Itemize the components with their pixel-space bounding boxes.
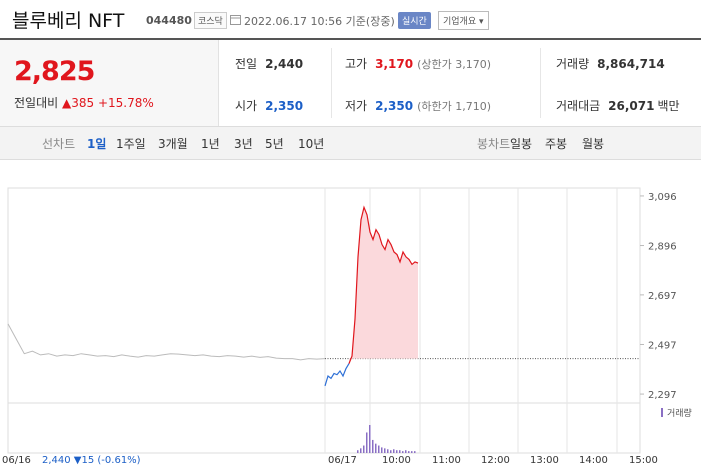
x-tick-label: 06/16 <box>2 455 31 466</box>
stat-note: (하한가 1,710) <box>417 100 491 113</box>
candle-button[interactable]: 월봉 <box>582 137 605 151</box>
change-label: 전일대비 <box>14 96 59 110</box>
volume-bar <box>366 432 368 453</box>
stat: 고가 3,170 (상한가 3,170) <box>345 55 491 72</box>
volume-bar <box>411 451 413 453</box>
volume-bar <box>393 449 395 453</box>
volume-bar <box>378 445 380 453</box>
stat-value: 26,071 <box>608 99 655 113</box>
change-amount: ▲385 <box>62 96 95 110</box>
x-tick-label: 14:00 <box>579 455 608 466</box>
gain-area <box>349 207 418 364</box>
change: 전일대비 ▲385 +15.78% <box>14 94 154 111</box>
volume-bar <box>405 450 407 453</box>
y-tick-label: 2,497 <box>648 340 677 351</box>
stock-code: 044480 <box>146 14 192 27</box>
price-panel: 2,825 전일대비 ▲385 +15.78% <box>0 40 219 126</box>
volume-bar <box>390 450 392 453</box>
y-tick-label: 2,297 <box>648 390 677 401</box>
x-tick-label: 11:00 <box>432 455 461 466</box>
volume-bar <box>387 449 389 453</box>
x-tick-label: 15:00 <box>629 455 658 466</box>
x-tick-label: 06/17 <box>328 455 357 466</box>
y-tick-label: 2,896 <box>648 242 677 253</box>
today-line-up <box>348 205 419 364</box>
stat: 거래량 8,864,714 <box>556 55 665 72</box>
volume-bar <box>402 451 404 453</box>
plot-frame <box>7 187 641 404</box>
period-button[interactable]: 5년 <box>265 137 284 151</box>
stat-value: 2,350 <box>375 99 414 113</box>
stat-label: 고가 <box>345 57 368 71</box>
stat-label: 거래대금 <box>556 99 601 113</box>
stat: 저가 2,350 (하한가 1,710) <box>345 97 491 114</box>
calendar-icon <box>230 15 241 25</box>
stat: 전일 2,440 <box>235 55 303 72</box>
current-price: 2,825 <box>14 56 95 87</box>
x-tick-label: 12:00 <box>481 455 510 466</box>
stat-label: 시가 <box>235 99 258 113</box>
volume-bar <box>360 448 362 453</box>
volume-bar <box>372 439 374 453</box>
volume-bar <box>384 448 386 453</box>
volume-bar <box>381 447 383 453</box>
stat-value: 3,170 <box>375 57 414 71</box>
header: 블루베리 NFT 044480 코스닥 2022.06.17 10:56 기준(… <box>0 0 701 40</box>
volume-legend-swatch <box>661 408 663 417</box>
volume-bar <box>363 445 365 453</box>
stat: 거래대금 26,071 백만 <box>556 97 680 114</box>
period-button[interactable]: 1일 <box>87 137 107 151</box>
volume-frame <box>7 402 641 454</box>
stat-label: 거래량 <box>556 57 590 71</box>
stat: 시가 2,350 <box>235 97 303 114</box>
volume-bar <box>357 450 359 453</box>
today-line-down <box>324 363 350 387</box>
chart: 3,096 2,896 2,697 2,497 2,297 06/16 06/17 10:00… <box>2 187 692 466</box>
period-button[interactable]: 1주일 <box>116 137 146 151</box>
candle-button[interactable]: 일봉 <box>510 137 533 151</box>
y-tick-label: 3,096 <box>648 192 677 203</box>
change-rate: +15.78% <box>97 96 154 110</box>
stat-note: (상한가 3,170) <box>417 58 491 71</box>
stat-value: 2,440 <box>265 57 304 71</box>
candle-chart-label: 봉차트 <box>477 137 511 151</box>
stat-value: 8,864,714 <box>597 57 665 71</box>
y-tick-label: 2,697 <box>648 291 677 302</box>
stock-name: 블루베리 NFT <box>12 10 125 32</box>
prev-summary: 2,440 ▼15 (-0.61%) <box>42 455 141 466</box>
stat-value: 2,350 <box>265 99 304 113</box>
period-button[interactable]: 1년 <box>201 137 220 151</box>
volume-legend: 거래량 <box>667 407 692 419</box>
prev-day-line <box>7 323 326 361</box>
x-tick-label: 13:00 <box>530 455 559 466</box>
realtime-badge[interactable]: 실시간 <box>398 12 431 29</box>
stat-label: 전일 <box>235 57 258 71</box>
candle-button[interactable]: 주봉 <box>545 137 568 151</box>
market-badge: 코스닥 <box>194 12 227 29</box>
volume-bar <box>414 451 416 453</box>
volume-bar <box>408 451 410 453</box>
line-chart-label: 선차트 <box>42 137 76 151</box>
period-button[interactable]: 10년 <box>298 137 325 151</box>
datetime: 2022.06.17 10:56 기준(장중) <box>244 15 395 28</box>
volume-bar <box>396 450 398 453</box>
company-info-button[interactable]: 기업개요 ▾ <box>438 11 489 30</box>
period-button[interactable]: 3개월 <box>158 137 188 151</box>
stat-unit: 백만 <box>657 99 680 113</box>
volume-bar <box>399 450 401 453</box>
period-button[interactable]: 3년 <box>234 137 253 151</box>
volume-bar <box>375 443 377 453</box>
stat-label: 저가 <box>345 99 368 113</box>
volume-bar <box>369 425 371 453</box>
separator <box>540 48 541 118</box>
x-tick-label: 10:00 <box>382 455 411 466</box>
separator <box>331 48 332 118</box>
toolbar: 선차트 봉차트 1일 1주일 3개월 1년 3년 5년 10년 일봉 주봉 월봉 <box>0 126 701 160</box>
